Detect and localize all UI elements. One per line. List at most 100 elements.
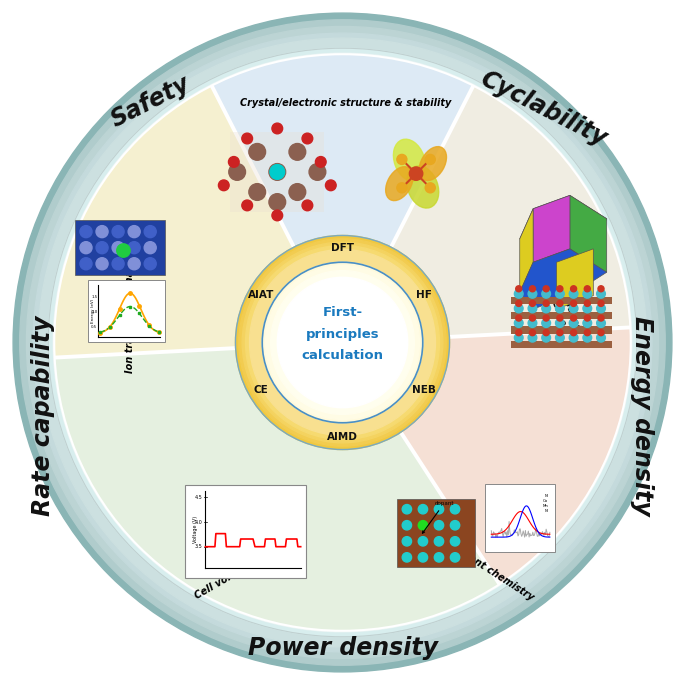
Circle shape	[530, 329, 536, 336]
FancyBboxPatch shape	[88, 279, 165, 342]
Ellipse shape	[419, 147, 447, 181]
FancyBboxPatch shape	[75, 220, 165, 275]
Circle shape	[450, 521, 460, 530]
Circle shape	[516, 315, 522, 321]
Circle shape	[583, 319, 592, 327]
Circle shape	[269, 194, 286, 210]
Circle shape	[219, 180, 229, 190]
Circle shape	[569, 334, 578, 342]
Text: HF: HF	[416, 290, 432, 300]
Circle shape	[598, 315, 604, 321]
Circle shape	[33, 33, 652, 652]
Circle shape	[597, 304, 606, 313]
Circle shape	[583, 290, 592, 298]
Circle shape	[569, 304, 578, 313]
Circle shape	[48, 48, 637, 637]
Circle shape	[542, 319, 551, 327]
Text: Grain facet
properties: Grain facet properties	[542, 270, 582, 335]
Circle shape	[112, 242, 124, 253]
Circle shape	[229, 157, 239, 167]
Circle shape	[569, 319, 578, 327]
Text: Power density: Power density	[247, 636, 438, 660]
Circle shape	[289, 184, 306, 201]
FancyBboxPatch shape	[186, 484, 306, 578]
Circle shape	[597, 290, 606, 298]
FancyBboxPatch shape	[230, 132, 324, 212]
FancyBboxPatch shape	[512, 341, 612, 349]
Polygon shape	[556, 249, 593, 309]
Circle shape	[556, 304, 564, 313]
Text: 4.5: 4.5	[195, 495, 202, 500]
Circle shape	[542, 290, 551, 298]
Circle shape	[249, 144, 266, 160]
Circle shape	[128, 225, 140, 238]
Circle shape	[571, 329, 577, 336]
Circle shape	[249, 184, 266, 201]
Polygon shape	[533, 195, 570, 262]
Circle shape	[425, 154, 435, 164]
Circle shape	[239, 239, 446, 446]
Text: Energy (eV): Energy (eV)	[91, 299, 95, 323]
Circle shape	[514, 319, 523, 327]
Text: Cell voltage & capacity: Cell voltage & capacity	[193, 529, 308, 601]
FancyBboxPatch shape	[484, 484, 555, 552]
Text: Ni
Co
Mn
Ni: Ni Co Mn Ni	[543, 494, 548, 512]
Circle shape	[271, 271, 414, 414]
Circle shape	[272, 210, 283, 221]
Circle shape	[315, 157, 326, 167]
Circle shape	[397, 183, 407, 192]
Circle shape	[569, 290, 578, 298]
Circle shape	[543, 286, 549, 292]
Text: 1.0: 1.0	[91, 310, 97, 314]
Wedge shape	[342, 86, 630, 342]
Circle shape	[597, 334, 606, 342]
Circle shape	[598, 329, 604, 336]
Circle shape	[242, 200, 253, 211]
Circle shape	[325, 180, 336, 190]
Circle shape	[242, 133, 253, 144]
Text: Defect & dopant chemistry: Defect & dopant chemistry	[406, 514, 536, 603]
Circle shape	[419, 505, 427, 514]
Circle shape	[419, 536, 427, 546]
Circle shape	[27, 27, 658, 658]
Circle shape	[556, 290, 564, 298]
Circle shape	[543, 301, 549, 306]
Circle shape	[598, 301, 604, 306]
Circle shape	[450, 553, 460, 562]
Wedge shape	[55, 342, 499, 631]
Circle shape	[302, 200, 313, 211]
Circle shape	[402, 536, 412, 546]
Circle shape	[557, 315, 563, 321]
Circle shape	[410, 167, 423, 180]
Circle shape	[272, 123, 283, 134]
FancyBboxPatch shape	[512, 327, 612, 334]
Circle shape	[397, 154, 407, 164]
Text: Crystal/electronic structure & stability: Crystal/electronic structure & stability	[240, 99, 451, 108]
Circle shape	[557, 286, 563, 292]
Text: Voltage (V): Voltage (V)	[193, 516, 198, 543]
Circle shape	[419, 521, 427, 530]
Circle shape	[144, 225, 156, 238]
Circle shape	[571, 301, 577, 306]
Circle shape	[402, 505, 412, 514]
Circle shape	[530, 286, 536, 292]
Circle shape	[516, 301, 522, 306]
Wedge shape	[212, 54, 473, 342]
Ellipse shape	[386, 166, 413, 201]
Text: First-
principles
calculation: First- principles calculation	[301, 306, 384, 362]
Circle shape	[514, 304, 523, 313]
Text: NEB: NEB	[412, 385, 436, 395]
Circle shape	[270, 164, 285, 179]
Circle shape	[419, 553, 427, 562]
Circle shape	[269, 164, 286, 180]
Text: Safety: Safety	[106, 71, 194, 132]
Text: DFT: DFT	[331, 243, 354, 253]
Polygon shape	[520, 249, 607, 309]
Circle shape	[289, 144, 306, 160]
Circle shape	[80, 258, 92, 270]
Circle shape	[528, 319, 537, 327]
Circle shape	[583, 304, 592, 313]
Wedge shape	[342, 327, 631, 584]
Circle shape	[528, 304, 537, 313]
Circle shape	[229, 164, 245, 180]
